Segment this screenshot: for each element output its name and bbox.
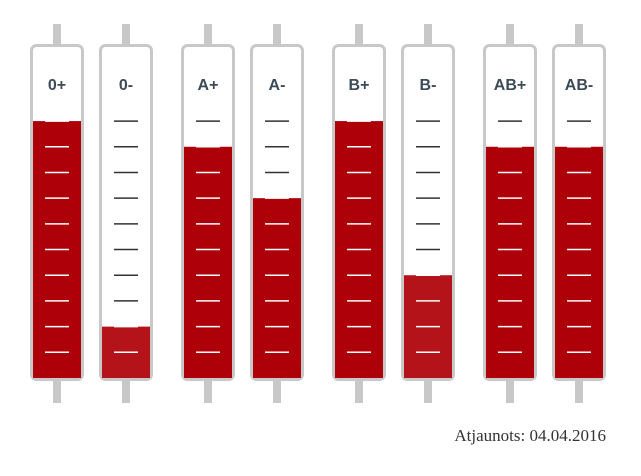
peg [273,24,281,46]
peg [506,379,514,403]
bar [486,146,534,378]
category-label: A+ [198,77,219,94]
peg [204,24,212,46]
peg [506,24,514,46]
category-label: B+ [349,77,370,94]
category-label: 0- [119,77,133,94]
peg [355,24,363,46]
peg [53,24,61,46]
bar [555,146,603,378]
category-label: A- [269,77,286,94]
tube [99,44,153,381]
peg [204,379,212,403]
peg [575,379,583,403]
category-label: AB+ [494,77,526,94]
category-label: 0+ [48,77,66,94]
peg [53,379,61,403]
bar [184,146,232,378]
peg [355,379,363,403]
bar [253,198,301,378]
peg [273,379,281,403]
peg [122,379,130,403]
peg [424,24,432,46]
annotation: Atjaunots: 04.04.2016 [454,426,606,445]
category-label: AB- [565,77,593,94]
peg [575,24,583,46]
category-label: B- [420,77,437,94]
peg [424,379,432,403]
peg [122,24,130,46]
